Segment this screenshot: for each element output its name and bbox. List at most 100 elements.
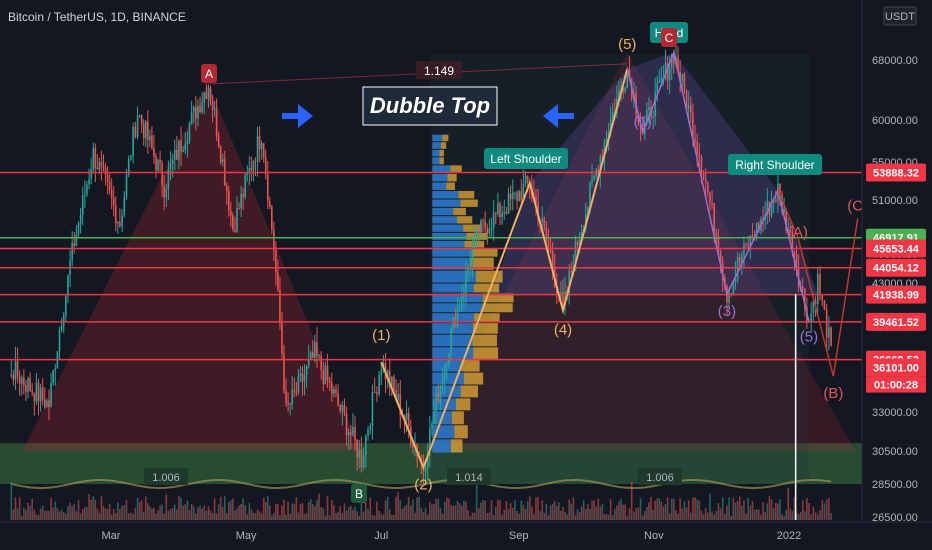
profile-bar-buy [432, 334, 473, 347]
volume-bar [248, 503, 251, 520]
volume-bar [144, 496, 147, 520]
volume-bar [376, 501, 378, 520]
profile-bar-sell [482, 293, 514, 303]
candle-body [814, 301, 817, 304]
volume-bar [100, 496, 103, 520]
candle-body [234, 229, 236, 232]
left-shoulder-label: Left Shoulder [490, 152, 561, 166]
profile-bar-sell [472, 323, 498, 334]
candle-body [354, 426, 356, 441]
volume-bar [576, 509, 579, 520]
candle-body [123, 196, 126, 216]
volume-bar [531, 506, 533, 520]
volume-bar [522, 504, 525, 520]
volume-bar [804, 511, 806, 520]
candle-body [828, 327, 830, 338]
time-tick-label: 2022 [777, 530, 801, 542]
profile-bar-buy [432, 283, 474, 293]
candle-body [817, 274, 819, 304]
profile-bar-sell [442, 134, 449, 142]
candle-body [43, 399, 46, 408]
candle-body [825, 309, 828, 338]
candle-body [480, 220, 482, 235]
volume-bar [520, 500, 523, 520]
candle-body [516, 192, 518, 201]
candle-body [475, 229, 478, 237]
volume-bar [86, 507, 88, 520]
volume-bar [46, 510, 48, 520]
candle-body [781, 193, 783, 214]
candle-body [266, 174, 269, 201]
candle-body [747, 244, 749, 247]
volume-bar [507, 509, 510, 520]
volume-bar [654, 500, 656, 520]
volume-bar [330, 499, 333, 520]
volume-bar [75, 511, 78, 520]
candle-body [463, 293, 465, 298]
volume-bar [564, 511, 566, 520]
volume-bar [403, 506, 406, 520]
volume-bar [37, 514, 40, 520]
volume-bar [616, 505, 618, 520]
candle-body [90, 169, 92, 179]
candle-body [341, 404, 344, 411]
volume-bar [452, 505, 455, 520]
price-tick-label: 60000.00 [872, 115, 918, 127]
volume-bar [490, 500, 493, 520]
candle-body [700, 157, 703, 174]
candle-body [77, 223, 80, 235]
volume-bar [244, 505, 247, 520]
candle-body [785, 208, 787, 231]
candle-body [16, 360, 19, 377]
candle-body [589, 183, 591, 207]
volume-bar [414, 512, 416, 520]
volume-bar [753, 510, 756, 520]
candle-body [349, 432, 352, 435]
profile-bar-buy [432, 398, 456, 411]
volume-bar [343, 503, 346, 520]
volume-bar [391, 515, 393, 520]
candle-body [709, 192, 711, 203]
candle-body [365, 435, 367, 455]
candle-body [157, 159, 159, 171]
candle-body [343, 404, 346, 414]
candle-body [478, 229, 480, 235]
volume-bar [362, 511, 365, 520]
candle-body [646, 110, 648, 123]
volume-bar [165, 494, 168, 520]
volume-bar [819, 510, 821, 520]
volume-bar [52, 507, 54, 520]
volume-bar [728, 497, 730, 520]
volume-bar [760, 514, 762, 520]
volume-bar [12, 509, 15, 520]
purple-wave-label: (1) [634, 114, 652, 131]
currency-badge[interactable] [883, 6, 917, 26]
volume-bar [486, 513, 489, 520]
candle-body [704, 178, 707, 183]
candle-body [728, 293, 730, 303]
candle-body [138, 115, 141, 117]
volume-bar [443, 501, 446, 520]
red-wave-label: (A) [788, 224, 808, 241]
candle-body [205, 93, 208, 99]
volume-bar [219, 496, 222, 520]
volume-bar [295, 497, 298, 520]
volume-bar [50, 497, 52, 520]
candle-body [751, 235, 754, 238]
volume-bar [324, 515, 327, 520]
candle-body [236, 208, 238, 232]
candle-body [488, 228, 491, 234]
time-axis[interactable]: Mar May Jul Sep Nov 2022 [102, 530, 802, 542]
candle-body [637, 113, 640, 124]
candle-body [130, 156, 132, 159]
candle-body [687, 105, 690, 110]
volume-bar [305, 513, 308, 520]
volume-bar [287, 501, 289, 520]
volume-bar [541, 500, 544, 520]
volume-bar [591, 500, 593, 520]
volume-bar [658, 498, 661, 520]
volume-bar [369, 497, 372, 520]
volume-bar [787, 487, 790, 520]
candle-body [433, 411, 435, 425]
